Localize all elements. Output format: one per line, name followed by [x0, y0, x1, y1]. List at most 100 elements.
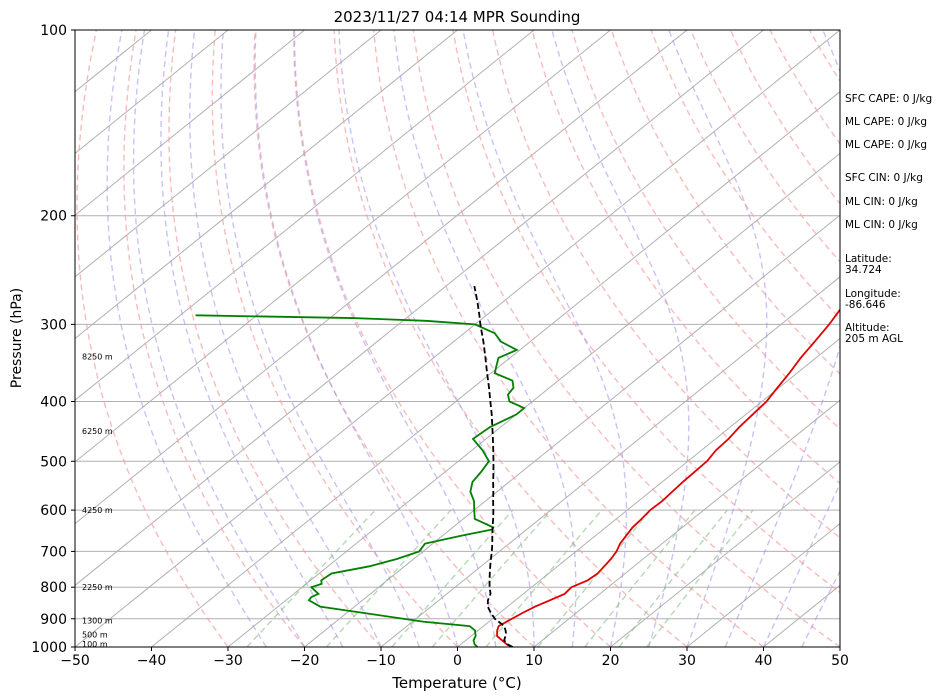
isotherm-line: [75, 30, 305, 216]
isotherm-line: [75, 30, 688, 525]
dry-adiabat: [531, 30, 840, 485]
height-label: 1300 m: [82, 616, 113, 625]
dry-adiabat: [168, 30, 382, 647]
moist-adiabat: [220, 30, 420, 647]
chart-data-lines: [195, 285, 840, 647]
dry-adiabat: [412, 30, 840, 647]
height-label: 8250 m: [82, 352, 113, 361]
isotherm-line: [610, 461, 840, 647]
ml-cape-text-2: ML CAPE: 0 J/kg: [845, 139, 928, 151]
height-label: 4250 m: [82, 506, 113, 515]
dewpoint-profile-line: [195, 314, 526, 647]
isotherm-line: [227, 152, 840, 647]
moist-adiabat: [160, 30, 344, 647]
x-tick-label: 10: [525, 653, 543, 669]
y-tick-label: 1000: [31, 640, 67, 656]
chart-gridlines: [75, 30, 947, 647]
dry-adiabat: [690, 30, 840, 263]
moist-adiabat: [462, 30, 628, 647]
ml-cin-text-2: ML CIN: 0 J/kg: [845, 219, 918, 231]
height-label: 2250 m: [82, 583, 113, 592]
y-tick-label: 800: [40, 580, 67, 596]
mixing-ratio-line: [485, 509, 603, 647]
x-tick-label: 0: [453, 653, 462, 669]
y-tick-label: 300: [40, 317, 67, 333]
dry-adiabat: [293, 30, 611, 647]
x-tick-label: −50: [60, 653, 90, 669]
chart-title: 2023/11/27 04:14 MPR Sounding: [334, 8, 581, 26]
temperature-profile-line: [496, 308, 840, 647]
mixing-ratio-line: [246, 509, 376, 647]
x-tick-label: −10: [366, 653, 396, 669]
isotherm-line: [75, 30, 611, 463]
x-tick-label: 50: [831, 653, 849, 669]
dry-adiabat: [650, 30, 840, 320]
isotherm-line: [457, 337, 840, 647]
mixing-ratio-line: [646, 509, 754, 647]
dry-adiabat: [928, 30, 947, 647]
moist-adiabat: [132, 30, 306, 647]
x-tick-label: −30: [213, 653, 243, 669]
isotherm-line: [75, 30, 535, 401]
mixing-ratio-line: [537, 509, 652, 647]
isotherm-line: [533, 399, 840, 647]
moist-adiabat: [106, 30, 267, 647]
dry-adiabat: [333, 30, 688, 647]
moist-adiabat: [551, 30, 690, 647]
x-tick-label: 30: [678, 653, 696, 669]
isotherm-line: [304, 214, 840, 647]
y-tick-label: 200: [40, 209, 67, 225]
y-tick-label: 900: [40, 612, 67, 628]
dry-adiabat: [610, 30, 840, 375]
isotherm-line: [380, 276, 840, 647]
height-label: 100 m: [82, 640, 108, 649]
parcel-profile-line: [473, 285, 514, 647]
dry-adiabat: [571, 30, 840, 430]
isotherm-line: [75, 30, 458, 340]
x-tick-label: 40: [755, 653, 773, 669]
altitude-text: Altitude: 205 m AGL: [845, 322, 903, 345]
dry-adiabat: [123, 30, 306, 647]
ml-cin-text: ML CIN: 0 J/kg: [845, 196, 918, 208]
dry-adiabat: [373, 30, 764, 647]
isotherm-line: [75, 30, 229, 155]
moist-adiabat: [293, 30, 497, 647]
isotherm-line: [75, 30, 382, 278]
mixing-ratio-line: [618, 509, 728, 647]
height-label: 500 m: [82, 631, 108, 640]
moist-adiabat: [393, 30, 577, 647]
x-tick-label: −20: [290, 653, 320, 669]
isotherm-line: [75, 30, 764, 586]
height-label: 6250 m: [82, 427, 113, 436]
dry-adiabat: [452, 30, 840, 594]
isotherm-line: [686, 522, 840, 647]
y-tick-label: 600: [40, 503, 67, 519]
y-tick-label: 100: [40, 23, 67, 39]
y-axis-label: Pressure (hPa): [9, 288, 25, 388]
ml-cape-text: ML CAPE: 0 J/kg: [845, 116, 928, 128]
y-tick-label: 500: [40, 454, 67, 470]
x-tick-label: −40: [137, 653, 167, 669]
x-tick-label: 20: [602, 653, 620, 669]
isotherm-line: [151, 91, 840, 647]
latitude-text: Latitude: 34.724: [845, 253, 892, 276]
dry-adiabat: [769, 30, 840, 145]
mixing-ratio-line: [325, 509, 452, 647]
isotherm-line: [75, 30, 840, 647]
sfc-cin-text: SFC CIN: 0 J/kg: [845, 172, 923, 184]
y-tick-label: 700: [40, 544, 67, 560]
moist-adiabat: [668, 30, 768, 647]
moist-adiabat: [338, 30, 535, 647]
y-tick-label: 400: [40, 394, 67, 410]
mixing-ratio-line: [431, 509, 552, 647]
x-axis-label: Temperature (°C): [391, 674, 521, 692]
dry-adiabat: [491, 30, 840, 539]
moist-adiabat: [724, 30, 840, 647]
moist-adiabat: [254, 30, 459, 647]
dry-adiabat: [76, 30, 229, 647]
sfc-cape-text: SFC CAPE: 0 J/kg: [845, 93, 933, 105]
mixing-ratio-line: [391, 509, 514, 647]
moist-adiabat: [189, 30, 382, 647]
